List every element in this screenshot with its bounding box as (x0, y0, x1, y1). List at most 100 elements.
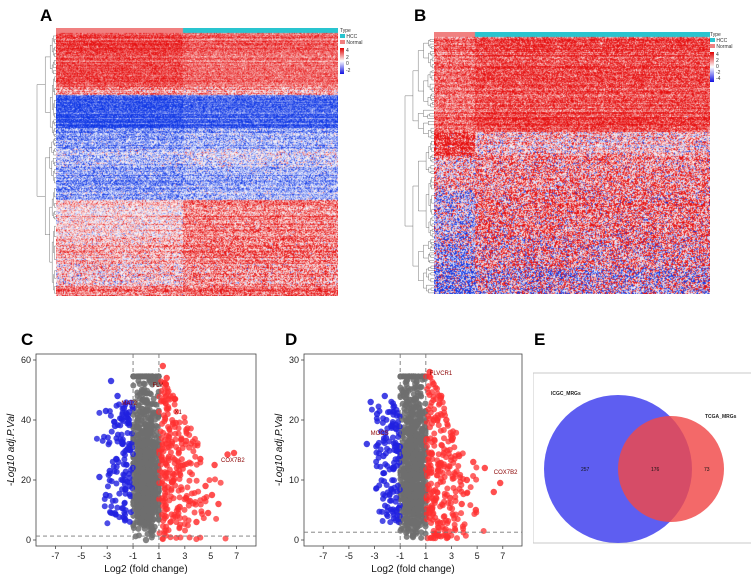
up-point (429, 504, 436, 511)
panel-label-b: B (414, 6, 427, 25)
down-point (384, 507, 391, 514)
ns-point (412, 432, 419, 439)
ns-point (417, 416, 424, 423)
down-point (393, 406, 400, 413)
down-point (380, 470, 387, 477)
up-point (212, 476, 219, 483)
up-point (425, 413, 432, 420)
down-point (121, 517, 128, 524)
up-point (457, 471, 464, 478)
up-point (189, 471, 196, 478)
up-point (173, 519, 180, 526)
heatmap-b-grid (434, 32, 710, 294)
up-point (432, 514, 439, 521)
x-tick-label: 5 (475, 551, 480, 561)
down-point (393, 494, 400, 501)
ns-point (405, 489, 412, 496)
ns-point (137, 497, 144, 504)
down-data-point (113, 455, 120, 463)
ns-point (141, 411, 148, 418)
ns-point (418, 461, 425, 468)
up-point (424, 497, 431, 504)
down-point (368, 406, 375, 413)
ns-point (135, 525, 142, 532)
up-point (169, 440, 176, 447)
up-point (451, 444, 458, 451)
panel-label-a: A (40, 6, 53, 25)
up-point (449, 475, 456, 482)
up-data-point (443, 416, 450, 424)
up-point (463, 490, 470, 497)
gene-label: FLV (152, 383, 163, 389)
up-data-point (171, 395, 178, 403)
volcano-point-cloud (93, 373, 229, 543)
y-tick-label: 10 (289, 475, 299, 485)
up-data-point (159, 362, 167, 370)
ns-point (409, 518, 416, 525)
up-data-point (438, 392, 445, 400)
ns-point (401, 409, 408, 416)
heatmap-b-panel: Type HCC Normal 4 2 0 -2 -4 (404, 28, 742, 300)
up-point (178, 435, 185, 442)
up-point (435, 451, 442, 458)
ns-point (414, 520, 421, 527)
up-point (164, 411, 171, 418)
up-data-point (455, 452, 463, 460)
up-data-point (208, 491, 216, 499)
up-point (458, 482, 465, 489)
gene-label: FLVCR1 (430, 371, 453, 377)
x-tick-label: -3 (371, 551, 379, 561)
up-data-point (215, 500, 222, 508)
down-point (114, 504, 121, 511)
volcano-plot-c: -7 -5 -3 -1 1 3 5 7 0 20 40 60 Log2 (fold change) -Lo… (6, 353, 257, 575)
up-point (450, 428, 457, 435)
up-point (450, 459, 457, 466)
plot-frame (303, 353, 523, 547)
scale-tick: 4 (346, 48, 349, 54)
gene-label: COX7B2 (494, 470, 518, 476)
up-point (156, 467, 163, 474)
ns-point (152, 456, 159, 463)
ns-point (418, 529, 425, 536)
down-data-point (106, 467, 113, 475)
down-data-point (381, 392, 388, 400)
venn-count-intersection: 176 (651, 467, 660, 473)
ns-point (143, 513, 150, 520)
heatmap-a-grid (56, 28, 338, 296)
down-point (380, 495, 387, 502)
up-data-point (224, 451, 231, 458)
down-point (104, 483, 111, 490)
up-data-point (472, 506, 480, 514)
ns-point (147, 483, 154, 490)
down-point (126, 474, 133, 481)
up-point (192, 453, 199, 460)
heatmap-a-dendrogram (36, 35, 56, 294)
up-point (163, 405, 170, 412)
up-point (181, 506, 188, 513)
down-data-point (122, 485, 129, 493)
up-point (423, 436, 430, 443)
down-point (381, 478, 388, 485)
venn-diagram-e: ICGC_MRGs TCGA_MRGs 257 176 73 (533, 372, 751, 544)
up-data-point (430, 380, 437, 388)
down-point (386, 447, 393, 454)
down-point (387, 497, 394, 504)
down-point (126, 491, 133, 498)
up-point (160, 517, 167, 524)
up-point (172, 430, 179, 437)
y-tick-label: 0 (26, 535, 31, 545)
down-point (373, 443, 380, 450)
panel-label-e: E (534, 330, 546, 349)
down-data-point (389, 464, 396, 472)
up-point (186, 477, 193, 484)
up-point (431, 406, 438, 413)
ns-data-point (144, 398, 151, 406)
down-point (113, 435, 120, 442)
ns-point (411, 464, 418, 471)
up-point (161, 486, 168, 493)
down-point (385, 409, 392, 416)
up-point (434, 412, 441, 419)
down-point (101, 503, 108, 510)
up-point (424, 456, 431, 463)
scale-tick: 0 (716, 64, 719, 70)
